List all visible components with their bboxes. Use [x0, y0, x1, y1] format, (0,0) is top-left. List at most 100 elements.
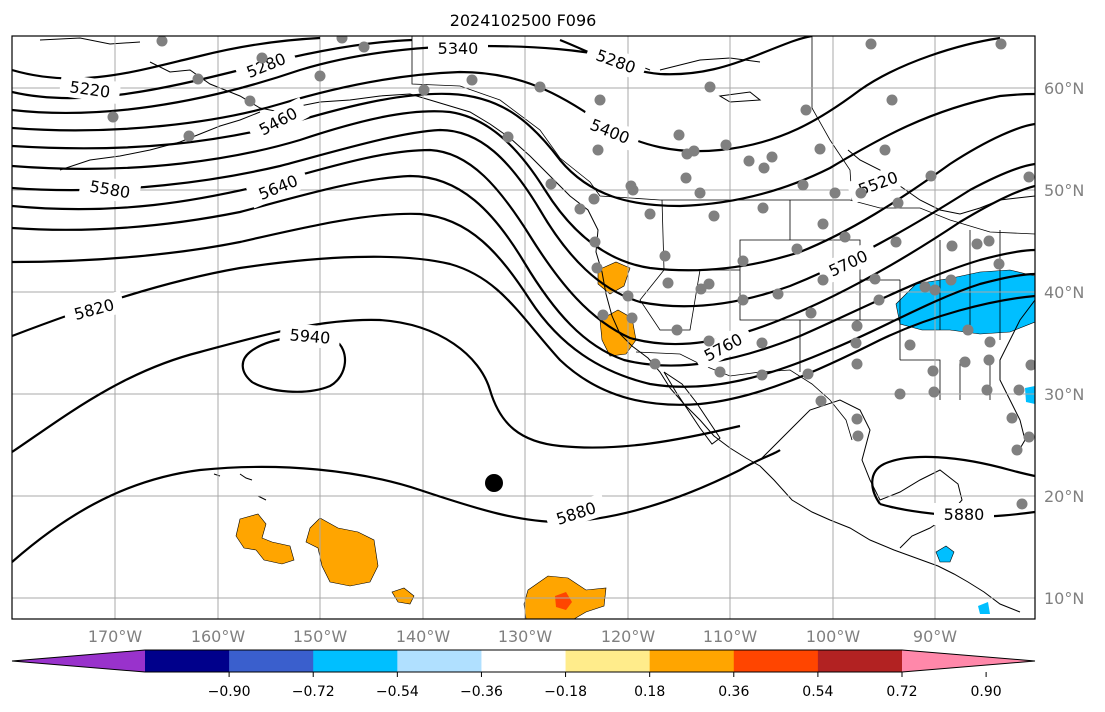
contour-5880-gulf: [871, 455, 1035, 505]
station-dot: [890, 236, 902, 248]
station-dot: [1006, 412, 1018, 424]
station-dot: [928, 386, 940, 398]
orange-patch-hawaii-3: [391, 587, 415, 605]
contour-label-5940: 5940: [289, 325, 331, 347]
station-dot: [1013, 384, 1025, 396]
station-dot: [708, 210, 720, 222]
station-dot: [873, 294, 885, 306]
station-dot: [694, 187, 706, 199]
contour-5880-south: [12, 449, 781, 563]
station-dot: [644, 208, 656, 220]
station-dot: [925, 170, 937, 182]
station-dot: [766, 151, 778, 163]
station-dot: [107, 111, 119, 123]
lon-label-150w: 150°W: [293, 627, 348, 646]
station-dot: [588, 193, 600, 205]
station-dot: [156, 36, 168, 47]
station-dot: [183, 130, 195, 142]
location-marker: [485, 474, 503, 492]
station-dot: [869, 273, 881, 285]
station-dot: [851, 413, 863, 425]
station-dot: [466, 74, 478, 86]
station-dot: [814, 143, 826, 155]
station-dot: [649, 358, 661, 370]
colorbar-segment: [649, 650, 735, 672]
colorbar-segment: [565, 650, 651, 672]
blue-patch-east: [1025, 386, 1035, 404]
station-dot: [850, 337, 862, 349]
station-dot: [592, 144, 604, 156]
map-frame: [11, 35, 1036, 620]
station-dot: [597, 309, 609, 321]
station-dot: [314, 70, 326, 82]
station-dot: [743, 155, 755, 167]
contour-5580: [12, 128, 1035, 308]
station-dot: [959, 356, 971, 368]
station-dot: [703, 335, 715, 347]
colorbar-segment: [229, 650, 314, 672]
lon-label-140w: 140°W: [396, 627, 451, 646]
station-dot: [851, 358, 863, 370]
station-dot: [1025, 359, 1035, 371]
colorbar-tick-label: −0.54: [376, 684, 419, 700]
red-patch-south: [555, 592, 572, 610]
station-dot: [800, 104, 812, 116]
station-dot: [852, 430, 864, 442]
colorbar-segment: [313, 650, 398, 672]
station-dot: [418, 84, 430, 96]
orange-patch-hawaii-1: [235, 513, 295, 565]
station-dot: [594, 94, 606, 106]
station-dot: [659, 250, 671, 262]
station-dot: [962, 324, 974, 336]
station-dot: [622, 290, 634, 302]
station-dot: [983, 235, 995, 247]
station-dot: [981, 384, 993, 396]
colorbar-extend-high: [902, 650, 1035, 672]
station-dot: [256, 52, 268, 64]
colorbar-tick-label: −0.36: [460, 684, 503, 700]
station-dot: [358, 41, 370, 53]
station-dot: [904, 339, 916, 351]
station-dot: [714, 366, 726, 378]
station-dot: [589, 236, 601, 248]
station-dot: [1023, 171, 1035, 183]
colorbar-outline: [11, 649, 1036, 673]
station-dot: [983, 354, 995, 366]
station-dot: [929, 284, 941, 296]
station-dot: [817, 274, 829, 286]
colorbar-segment: [817, 650, 903, 672]
station-dot: [673, 129, 685, 141]
lat-label-50n: 50°N: [1044, 181, 1084, 200]
colorbar-segment: [733, 650, 819, 672]
colorbar-tick-label: 0.90: [971, 684, 1002, 700]
contour-label-5880-gulf: 5880: [944, 505, 985, 524]
colorbar-segment: [397, 650, 482, 672]
station-dot: [995, 38, 1007, 50]
station-dot: [1011, 444, 1023, 456]
colorbar-segment: [145, 650, 230, 672]
station-dot: [802, 368, 814, 380]
station-dot: [737, 255, 749, 267]
station-dot: [671, 324, 683, 336]
station-dot: [879, 144, 891, 156]
station-dot: [502, 131, 514, 143]
station-dot: [772, 288, 784, 300]
station-dot: [971, 238, 983, 250]
colorbar: −0.90 −0.72 −0.54 −0.36 −0.18 0.18 0.36 0.54 0.7…: [11, 649, 1036, 700]
station-dot: [855, 187, 867, 199]
colorbar-segment: [481, 650, 567, 672]
station-dot: [757, 202, 769, 214]
lon-label-90w: 90°W: [913, 627, 957, 646]
lon-label-120w: 120°W: [601, 627, 656, 646]
colorbar-tick-label: 0.54: [802, 684, 833, 700]
station-dot: [791, 243, 803, 255]
contour-5880: [12, 318, 741, 453]
contour-5760: [12, 212, 1035, 388]
station-dot: [756, 369, 768, 381]
station-dot: [984, 336, 996, 348]
graticule: [12, 36, 1035, 619]
lon-label-130w: 130°W: [498, 627, 553, 646]
lon-label-100w: 100°W: [806, 627, 861, 646]
station-dot: [737, 294, 749, 306]
map-area: 5220 5280 5340 5280 5400 5460 5520 5580 …: [12, 36, 1035, 619]
